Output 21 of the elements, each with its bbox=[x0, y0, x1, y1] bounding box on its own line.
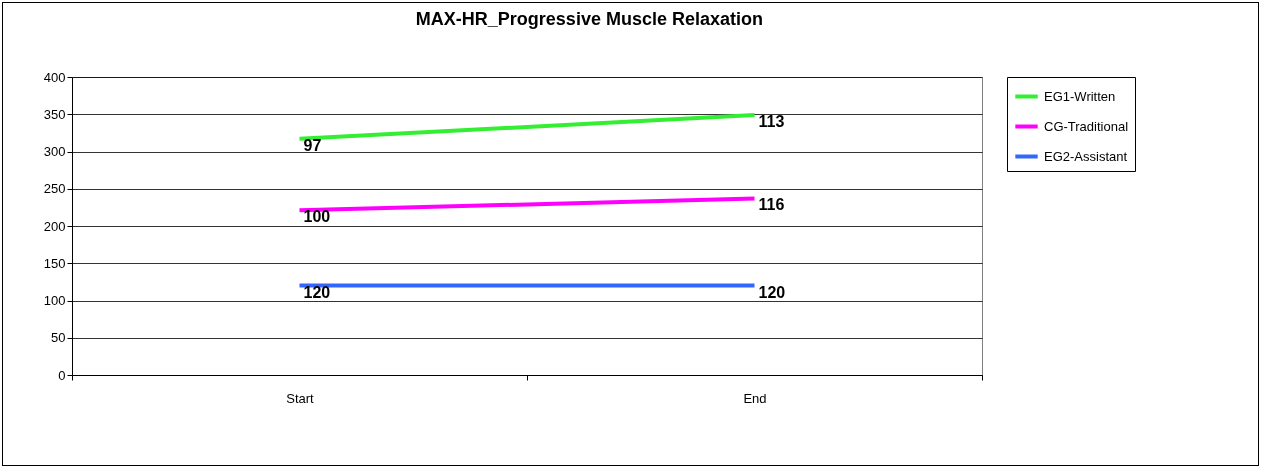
y-tick-label: 0 bbox=[58, 367, 66, 383]
y-tick-label: 50 bbox=[51, 330, 66, 346]
annotation: 120 bbox=[758, 283, 786, 301]
y-tick-label: 300 bbox=[43, 144, 66, 159]
x-tick-label: End bbox=[743, 390, 767, 406]
annotation: 120 bbox=[303, 283, 331, 301]
y-tick-label: 150 bbox=[43, 255, 66, 271]
legend-label: CG-Traditional bbox=[1044, 118, 1129, 134]
y-tick-label: 100 bbox=[43, 293, 66, 308]
annotation: 97 bbox=[303, 136, 322, 154]
annotation: 100 bbox=[303, 208, 331, 226]
y-tick-label: 250 bbox=[43, 181, 66, 197]
annotation: 116 bbox=[758, 196, 785, 214]
y-tick-label: 200 bbox=[43, 218, 66, 234]
chart-title: MAX-HR_Progressive Muscle Relaxation bbox=[415, 9, 763, 29]
y-tick-label: 350 bbox=[43, 106, 66, 122]
x-tick-label: Start bbox=[286, 390, 315, 406]
legend-label: EG2-Assistant bbox=[1044, 148, 1128, 164]
y-tick-label: 400 bbox=[43, 69, 66, 85]
annotation: 113 bbox=[758, 112, 785, 130]
legend-label: EG1-Written bbox=[1044, 88, 1116, 104]
